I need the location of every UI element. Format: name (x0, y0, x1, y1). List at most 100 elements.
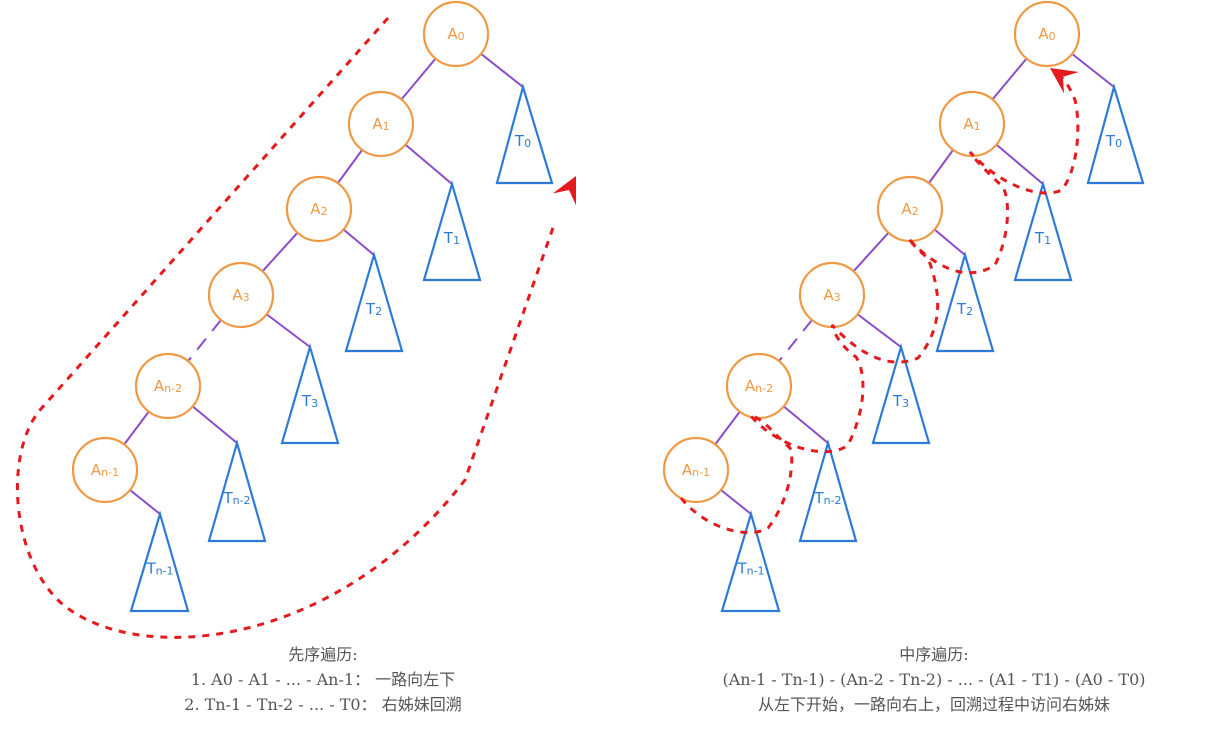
inorder-traversal-curve (679, 76, 1080, 535)
inorder-edge-subtree-3 (856, 313, 902, 348)
preorder-subtree-Tn-1: Tn-1 (129, 510, 190, 613)
inorder-node-An-1: An-1 (662, 436, 730, 504)
inorder-node-A2: A2 (876, 175, 944, 243)
inorder-node-A3: A3 (798, 261, 866, 329)
preorder-subtree-T0: T0 (495, 83, 554, 185)
subtree-label: T2 (365, 299, 382, 318)
inorder-edge-node-1 (928, 149, 954, 184)
node-circle (207, 261, 275, 329)
preorder-subtree-T3: T3 (280, 343, 340, 445)
inorder-subtree-T2: T2 (935, 251, 995, 353)
inorder-node-An-2: An-2 (725, 352, 793, 420)
inorder-edge-subtree-1 (995, 143, 1044, 185)
preorder-arrow-head (552, 176, 576, 206)
node-circle (134, 352, 202, 420)
preorder-edge-subtree-2 (342, 228, 375, 256)
inorder-subtree-Tn-1: Tn-1 (720, 510, 781, 613)
node-label: A0 (1038, 25, 1055, 44)
inorder-caption-title: 中序遍历: (899, 645, 969, 664)
preorder-edge-subtree-4 (192, 405, 238, 444)
preorder-node-A1: A1 (347, 90, 415, 158)
preorder-caption-line-2: 2. Tn-1 - Tn-2 - ... - T0： 右姊妹回溯 (184, 695, 462, 714)
preorder-edge-subtree-5 (129, 489, 161, 515)
node-label: A1 (963, 115, 980, 134)
node-label: A1 (372, 115, 389, 134)
inorder-edge-node-2 (852, 232, 890, 272)
inorder-edge-node-4 (714, 411, 741, 445)
preorder-edge-subtree-3 (265, 313, 311, 348)
node-label: A3 (232, 286, 249, 305)
preorder-edge-node-2 (261, 232, 299, 272)
subtree-label: Tn-1 (145, 559, 173, 578)
subtree-triangle (1013, 180, 1073, 282)
node-circle (1013, 0, 1081, 68)
preorder-subtree-T2: T2 (344, 251, 404, 353)
node-label: An-1 (91, 461, 119, 480)
inorder-subtree-T3: T3 (871, 343, 931, 445)
inorder-diagram: T0 T1 T2 T3 Tn-2 Tn-1 A0 A1 A2 A3 An-2 An-1 (662, 0, 1145, 613)
subtree-label: T1 (1034, 228, 1051, 247)
preorder-node-A0: A0 (422, 0, 490, 68)
subtree-triangle (129, 510, 190, 613)
subtree-triangle (871, 343, 931, 445)
node-label: An-2 (154, 377, 182, 396)
subtree-triangle (344, 251, 404, 353)
preorder-edge-subtree-1 (404, 143, 453, 185)
inorder-subtree-Tn-2: Tn-2 (798, 438, 858, 543)
preorder-caption-title: 先序遍历: (288, 645, 358, 664)
preorder-path (15, 17, 576, 639)
subtree-label: T0 (1105, 131, 1122, 150)
inorder-path (679, 68, 1080, 535)
subtree-label: T0 (514, 131, 531, 150)
preorder-edge-node-4 (123, 411, 150, 445)
inorder-caption-line-2: 从左下开始，一路向右上，回溯过程中访问右姊妹 (757, 695, 1110, 714)
preorder-node-A2: A2 (285, 175, 353, 243)
preorder-caption: 先序遍历: 1. A0 - A1 - ... - An-1： 一路向左下 2. … (43, 642, 603, 717)
inorder-node-A0: A0 (1013, 0, 1081, 68)
inorder-edge-subtree-0 (1071, 53, 1115, 88)
subtree-triangle (935, 251, 995, 353)
node-circle (285, 175, 353, 243)
node-circle (422, 0, 490, 68)
inorder-caption-line-1: (An-1 - Tn-1) - (An-2 - Tn-2) - ... - (A… (722, 670, 1146, 689)
preorder-node-An-2: An-2 (134, 352, 202, 420)
subtree-triangle (280, 343, 340, 445)
preorder-traversal-curve (15, 17, 557, 639)
node-circle (347, 90, 415, 158)
preorder-caption-line-1: 1. A0 - A1 - ... - An-1： 一路向左下 (190, 670, 456, 689)
subtree-label: Tn-2 (222, 488, 250, 507)
preorder-subtree-T1: T1 (422, 180, 482, 282)
preorder-node-An-1: An-1 (71, 436, 139, 504)
subtree-triangle (495, 83, 554, 185)
node-label: A3 (823, 286, 840, 305)
preorder-edge-node-0 (400, 57, 437, 101)
preorder-diagram: T0 T1 T2 T3 Tn-2 Tn-1 A0 A1 A2 A3 An-2 An-1 (15, 0, 576, 639)
subtree-triangle (798, 438, 858, 543)
subtree-triangle (1086, 83, 1145, 185)
node-label: An-2 (745, 377, 773, 396)
subtree-label: Tn-2 (813, 488, 841, 507)
subtree-label: T1 (443, 228, 460, 247)
subtree-label: T3 (892, 391, 909, 410)
inorder-edge-node-3 (778, 319, 813, 362)
subtree-triangle (720, 510, 781, 613)
subtree-triangle (207, 438, 267, 543)
node-circle (662, 436, 730, 504)
preorder-node-A3: A3 (207, 261, 275, 329)
inorder-edge-subtree-4 (783, 405, 829, 444)
node-label: A2 (901, 200, 918, 219)
preorder-subtree-Tn-2: Tn-2 (207, 438, 267, 543)
inorder-caption: 中序遍历: (An-1 - Tn-1) - (An-2 - Tn-2) - ..… (654, 642, 1214, 717)
inorder-arrow-head (1050, 68, 1079, 94)
inorder-node-A1: A1 (938, 90, 1006, 158)
inorder-edge-node-0 (991, 57, 1028, 101)
inorder-subtree-T1: T1 (1013, 180, 1073, 282)
node-label: A0 (447, 25, 464, 44)
subtree-triangle (422, 180, 482, 282)
inorder-subtree-T0: T0 (1086, 83, 1145, 185)
preorder-edges (123, 53, 524, 515)
preorder-edge-node-3 (187, 319, 222, 362)
node-label: A2 (310, 200, 327, 219)
inorder-edges (714, 53, 1115, 515)
